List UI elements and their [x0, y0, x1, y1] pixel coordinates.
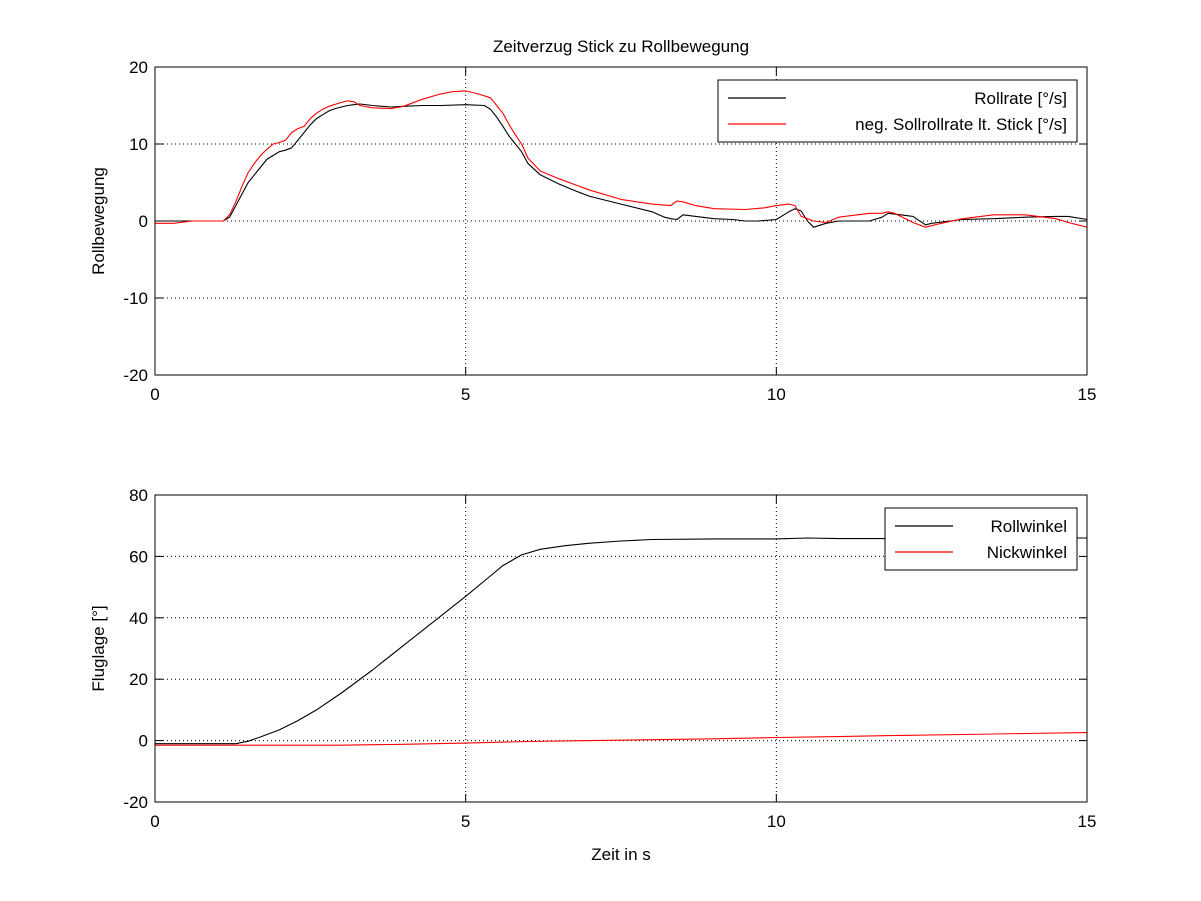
legend-label-1: neg. Sollrollrate lt. Stick [°/s]: [855, 115, 1067, 134]
x-tick-label: 15: [1078, 812, 1097, 831]
chart-rollbewegung: 0 5 10 15 -20 -10 0 10 20 Zeitverzug Stick zu Rol…: [89, 37, 1096, 404]
y-tick-label: 10: [129, 135, 148, 154]
y-tick-label: 80: [129, 486, 148, 505]
x-tick-label: 15: [1078, 385, 1097, 404]
y-tick-label: 0: [139, 732, 148, 751]
x-tick-label: 5: [461, 385, 470, 404]
x-tick-label: 10: [767, 385, 786, 404]
y-tick-label: 20: [129, 670, 148, 689]
x-tick-label: 5: [461, 812, 470, 831]
x-tick-label: 10: [767, 812, 786, 831]
y-tick-label: -10: [123, 289, 148, 308]
y-tick-label: 60: [129, 547, 148, 566]
series-line-1: [155, 732, 1088, 746]
legend-box: [717, 79, 1078, 143]
series-line-0: [155, 103, 1088, 228]
legend: Rollrate [°/s] neg. Sollrollrate lt. Stic…: [717, 79, 1078, 143]
legend-box: [884, 507, 1078, 571]
y-axis-label: Fluglage [°]: [89, 605, 108, 691]
series-line-0: [155, 537, 1087, 745]
x-axis-label: Zeit in s: [591, 845, 651, 864]
y-axis-label: Rollbewegung: [89, 167, 108, 275]
axes-box: [154, 494, 1088, 803]
legend-label-0: Rollrate [°/s]: [974, 89, 1067, 108]
x-tick-label: 0: [150, 812, 159, 831]
y-tick-label: -20: [123, 793, 148, 812]
y-tick-label: 0: [139, 212, 148, 231]
x-tick-label: 0: [150, 385, 159, 404]
series-line-1: [155, 90, 1088, 228]
legend-label-1: Nickwinkel: [987, 543, 1067, 562]
legend: Rollwinkel Nickwinkel: [884, 507, 1078, 571]
y-tick-label: 20: [129, 58, 148, 77]
chart-title: Zeitverzug Stick zu Rollbewegung: [493, 37, 749, 56]
y-tick-label: 40: [129, 609, 148, 628]
y-tick-label: -20: [123, 366, 148, 385]
legend-label-0: Rollwinkel: [990, 517, 1067, 536]
